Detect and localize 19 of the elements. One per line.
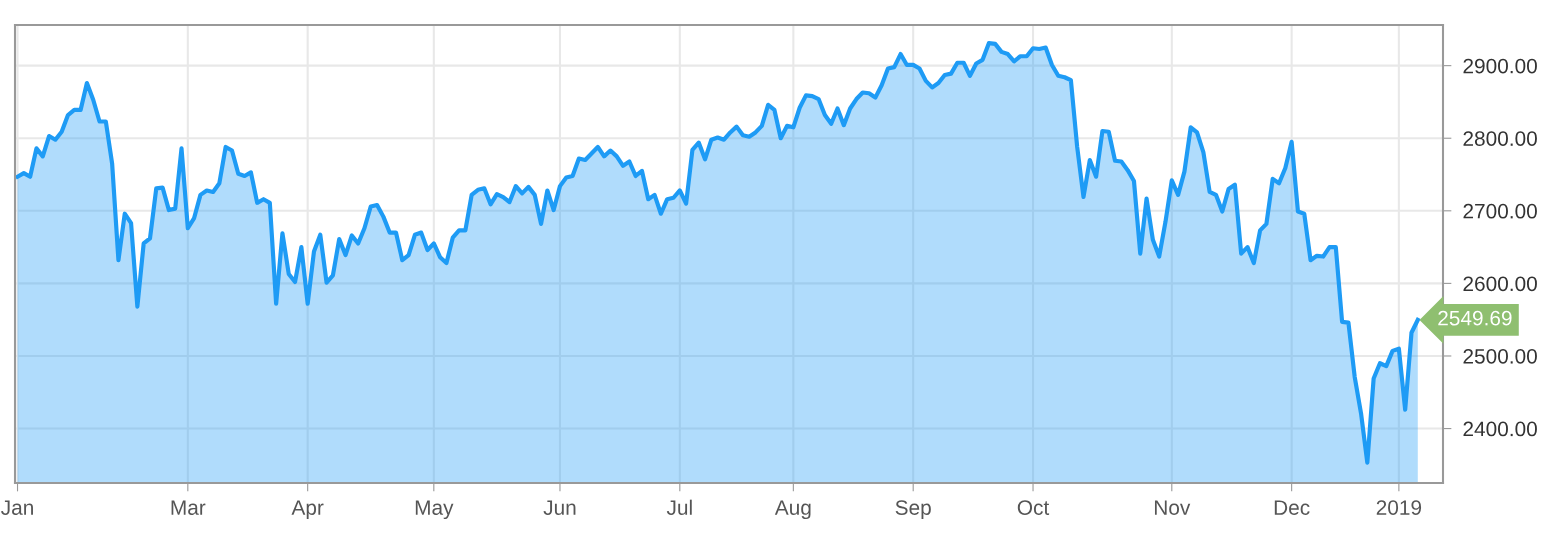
x-tick-label: Aug (774, 500, 811, 520)
x-tick-label: Mar (171, 500, 206, 515)
x-tick-label: Dec (1274, 500, 1310, 515)
text: 2549.69 (1438, 310, 1512, 326)
y-tick-label: 2800.00 (1463, 131, 1537, 146)
x-tick-label: May (415, 500, 454, 520)
x-tick-label: Jun (543, 500, 576, 515)
x-tick-label: 2019 (1376, 500, 1422, 515)
x-tick-label: Sep (895, 500, 931, 520)
y-tick-label: 2900.00 (1463, 58, 1537, 74)
x-tick-label: Apr (291, 500, 324, 520)
x-tick-label: Oct (1017, 500, 1050, 515)
y-tick-label: 2600.00 (1463, 276, 1537, 292)
x-tick-label: Jul (666, 499, 692, 515)
y-tick-label: 2700.00 (1463, 203, 1537, 219)
y-tick-label: 2400.00 (1463, 421, 1537, 437)
x-tick-label: Jan (1, 500, 33, 515)
x-tick-label: Nov (1154, 500, 1191, 515)
y-tick-label: 2500.00 (1463, 348, 1537, 364)
